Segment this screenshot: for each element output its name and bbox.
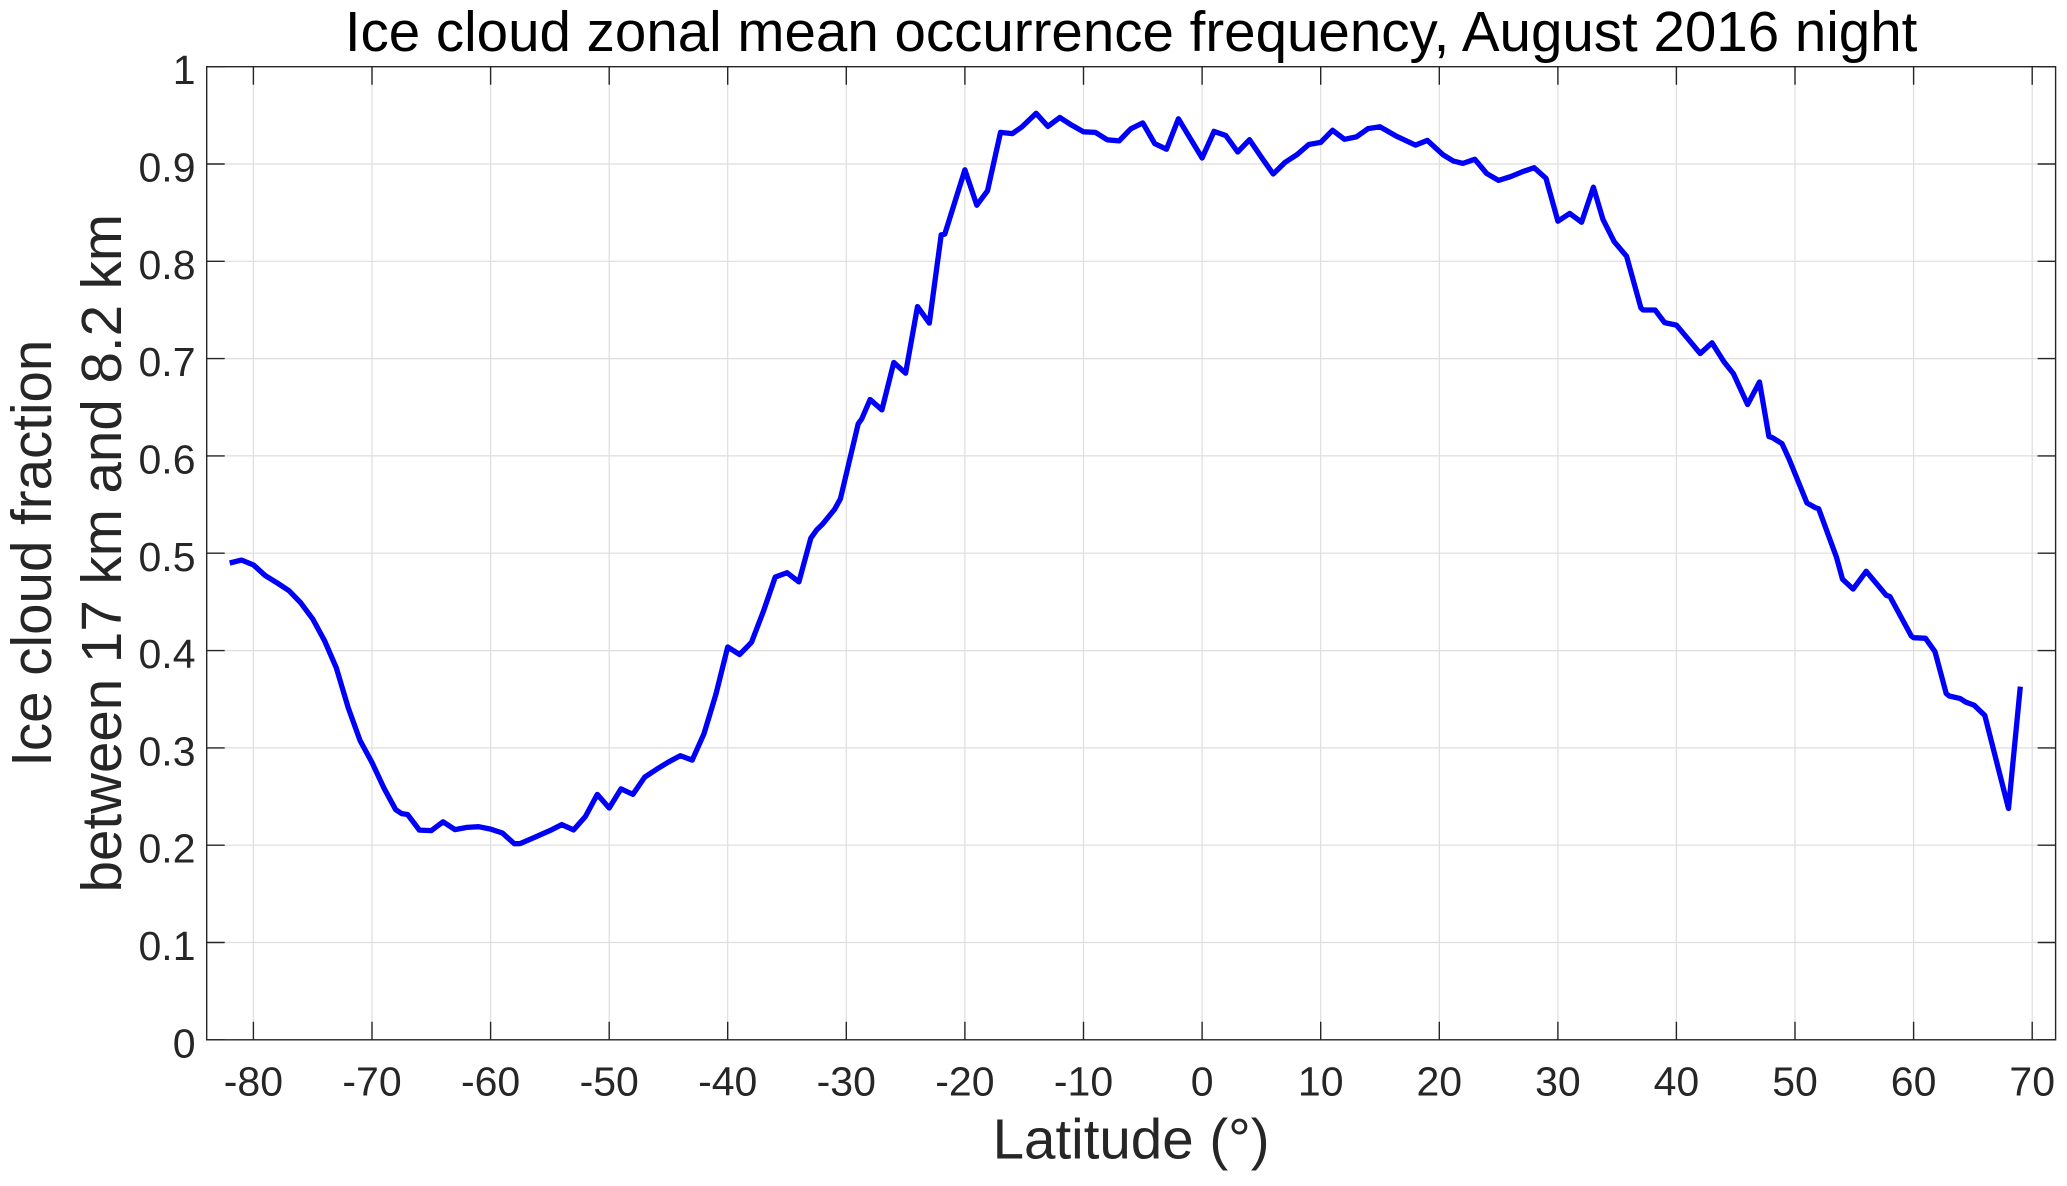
svg-text:between 17 km and 8.2 km: between 17 km and 8.2 km <box>70 214 133 892</box>
svg-text:-10: -10 <box>1054 1059 1113 1105</box>
svg-text:60: 60 <box>1891 1059 1937 1105</box>
svg-text:-30: -30 <box>817 1059 876 1105</box>
svg-text:-60: -60 <box>461 1059 520 1105</box>
svg-text:0.5: 0.5 <box>139 534 196 580</box>
svg-text:Latitude (°): Latitude (°) <box>993 1107 1270 1170</box>
svg-text:0.1: 0.1 <box>139 923 196 969</box>
svg-text:0.3: 0.3 <box>139 728 196 774</box>
svg-text:0.9: 0.9 <box>139 145 196 191</box>
svg-text:-70: -70 <box>342 1059 401 1105</box>
svg-text:0.2: 0.2 <box>139 826 196 872</box>
svg-text:30: 30 <box>1535 1059 1581 1105</box>
svg-text:Ice cloud fraction: Ice cloud fraction <box>0 340 63 767</box>
svg-text:0.6: 0.6 <box>139 436 196 482</box>
svg-text:-50: -50 <box>580 1059 639 1105</box>
svg-text:50: 50 <box>1772 1059 1818 1105</box>
svg-text:0.7: 0.7 <box>139 339 196 385</box>
svg-text:-80: -80 <box>224 1059 283 1105</box>
svg-text:0: 0 <box>1191 1059 1214 1105</box>
svg-text:10: 10 <box>1298 1059 1344 1105</box>
svg-text:40: 40 <box>1654 1059 1700 1105</box>
svg-text:-20: -20 <box>935 1059 994 1105</box>
svg-text:1: 1 <box>173 47 196 93</box>
svg-text:20: 20 <box>1416 1059 1462 1105</box>
svg-text:70: 70 <box>2009 1059 2055 1105</box>
svg-text:0.8: 0.8 <box>139 242 196 288</box>
svg-text:-40: -40 <box>698 1059 757 1105</box>
svg-text:Ice cloud zonal mean occurrenc: Ice cloud zonal mean occurrence frequenc… <box>345 0 1918 63</box>
svg-text:0.4: 0.4 <box>139 631 196 677</box>
svg-text:0: 0 <box>173 1020 196 1066</box>
